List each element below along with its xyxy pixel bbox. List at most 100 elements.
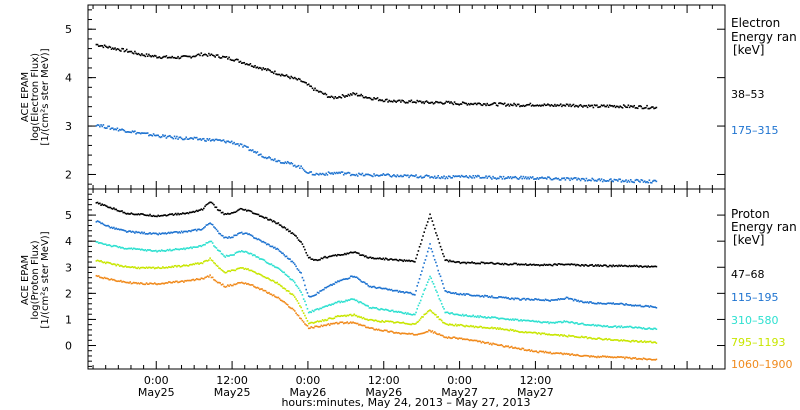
proton-series-3-point [422,293,424,295]
proton-series-3-point [633,326,636,329]
proton-series-3-point [192,246,195,248]
proton-series-3-point [107,244,109,246]
electron-series-2-point [225,141,227,144]
proton-series-2-point [517,297,520,300]
electron-series-2-point [176,135,178,138]
proton-series-4-point [316,320,319,322]
electron-series-1-point [336,97,339,99]
proton-series-3-point [267,262,269,264]
proton-series-5-point [600,356,603,358]
electron-series-2-point [530,177,533,179]
proton-series-2-point [590,301,592,303]
proton-series-3-point [281,270,283,273]
proton-series-1-point [169,213,171,216]
proton-series-1-point [332,254,335,257]
electron-series-1-point [614,106,617,109]
proton-series-1-point [564,263,567,266]
proton-series-1-point [545,263,548,266]
proton-series-5-point [237,282,239,284]
proton-series-1-point [342,253,345,256]
electron-series-1-point [479,102,482,105]
proton-series-5-point [451,337,454,339]
proton-series-3-point [245,251,248,253]
proton-series-2-point [487,296,490,298]
proton-series-3-point [407,312,409,314]
proton-series-4-point [479,325,482,328]
proton-series-1-point [481,261,484,264]
proton-series-1-point [108,206,111,209]
proton-series-1-point [187,212,190,215]
proton-series-3-point [601,325,604,328]
proton-series-5-point [601,355,604,357]
proton-ylabel-line2: log(Proton Flux) [30,240,41,319]
proton-series-5-point [201,277,204,280]
electron-series-1-point [361,95,364,97]
proton-series-4-point [496,327,499,329]
proton-series-2-point [428,247,430,249]
proton-series-5-point [410,332,413,335]
proton-series-5-point [465,338,468,341]
proton-series-3-point [250,252,253,255]
proton-series-4-point [294,296,296,298]
proton-series-1-point [206,203,209,205]
proton-series-4-point [237,267,239,270]
proton-series-4-point [481,327,484,329]
proton-series-4-point [370,318,373,321]
electron-series-1-point [251,65,254,68]
proton-series-5-point [468,339,471,342]
proton-series-2-point [243,232,246,235]
proton-series-5-point [198,278,200,281]
electron-series-1-point [179,57,182,59]
proton-series-5-point [404,332,407,335]
proton-series-1-point [242,208,244,211]
electron-series-1-point [248,64,251,66]
electron-series-1-point [178,57,181,60]
proton-series-1-point [550,264,553,267]
proton-series-1-point [528,263,531,266]
proton-series-1-point [250,210,253,213]
electron-series-2-point [200,139,203,141]
proton-series-1-point [596,265,598,267]
electron-series-2-point [390,176,393,178]
proton-series-1-point [548,263,550,266]
electron-series-2-point [110,127,113,130]
electron-series-1-point [393,99,395,102]
proton-series-5-point [496,344,499,346]
proton-series-4-point [310,321,313,324]
electron-series-2-point [144,132,147,135]
proton-series-3-point [148,249,150,251]
proton-series-5-point [566,353,569,355]
proton-series-3-point [461,313,464,316]
proton-series-4-point [123,265,126,268]
electron-series-2-point [309,171,311,173]
proton-series-4-point [437,316,440,318]
proton-series-2-point [583,301,585,304]
electron-series-1-point [433,102,436,104]
proton-series-3-point [634,326,637,328]
proton-series-4-point [544,333,547,336]
proton-series-5-point [615,356,618,359]
proton-series-3-point [339,301,342,304]
proton-series-3-point [365,304,367,307]
proton-series-3-point [635,326,638,329]
proton-series-2-point [345,277,347,280]
proton-series-4-point [474,325,477,328]
proton-series-5-point [579,355,582,357]
electron-series-1-point [459,103,462,105]
electron-ytick-label: 5 [65,23,72,36]
proton-series-2-point [359,279,361,281]
proton-series-3-point [349,298,352,301]
proton-series-2-point [321,289,324,291]
proton-legend-item-2: 115–195 [731,291,779,304]
proton-series-4-point [514,329,517,332]
proton-series-3-point [187,247,190,250]
proton-series-4-point [395,321,398,324]
proton-ytick-label: 5 [65,209,72,222]
proton-series-3-point [228,255,230,257]
proton-series-4-point [339,315,342,318]
proton-series-5-point [507,345,510,347]
proton-series-4-point [470,324,472,327]
proton-series-4-point [124,265,127,267]
proton-series-4-point [426,310,429,313]
proton-series-5-point [151,282,154,285]
